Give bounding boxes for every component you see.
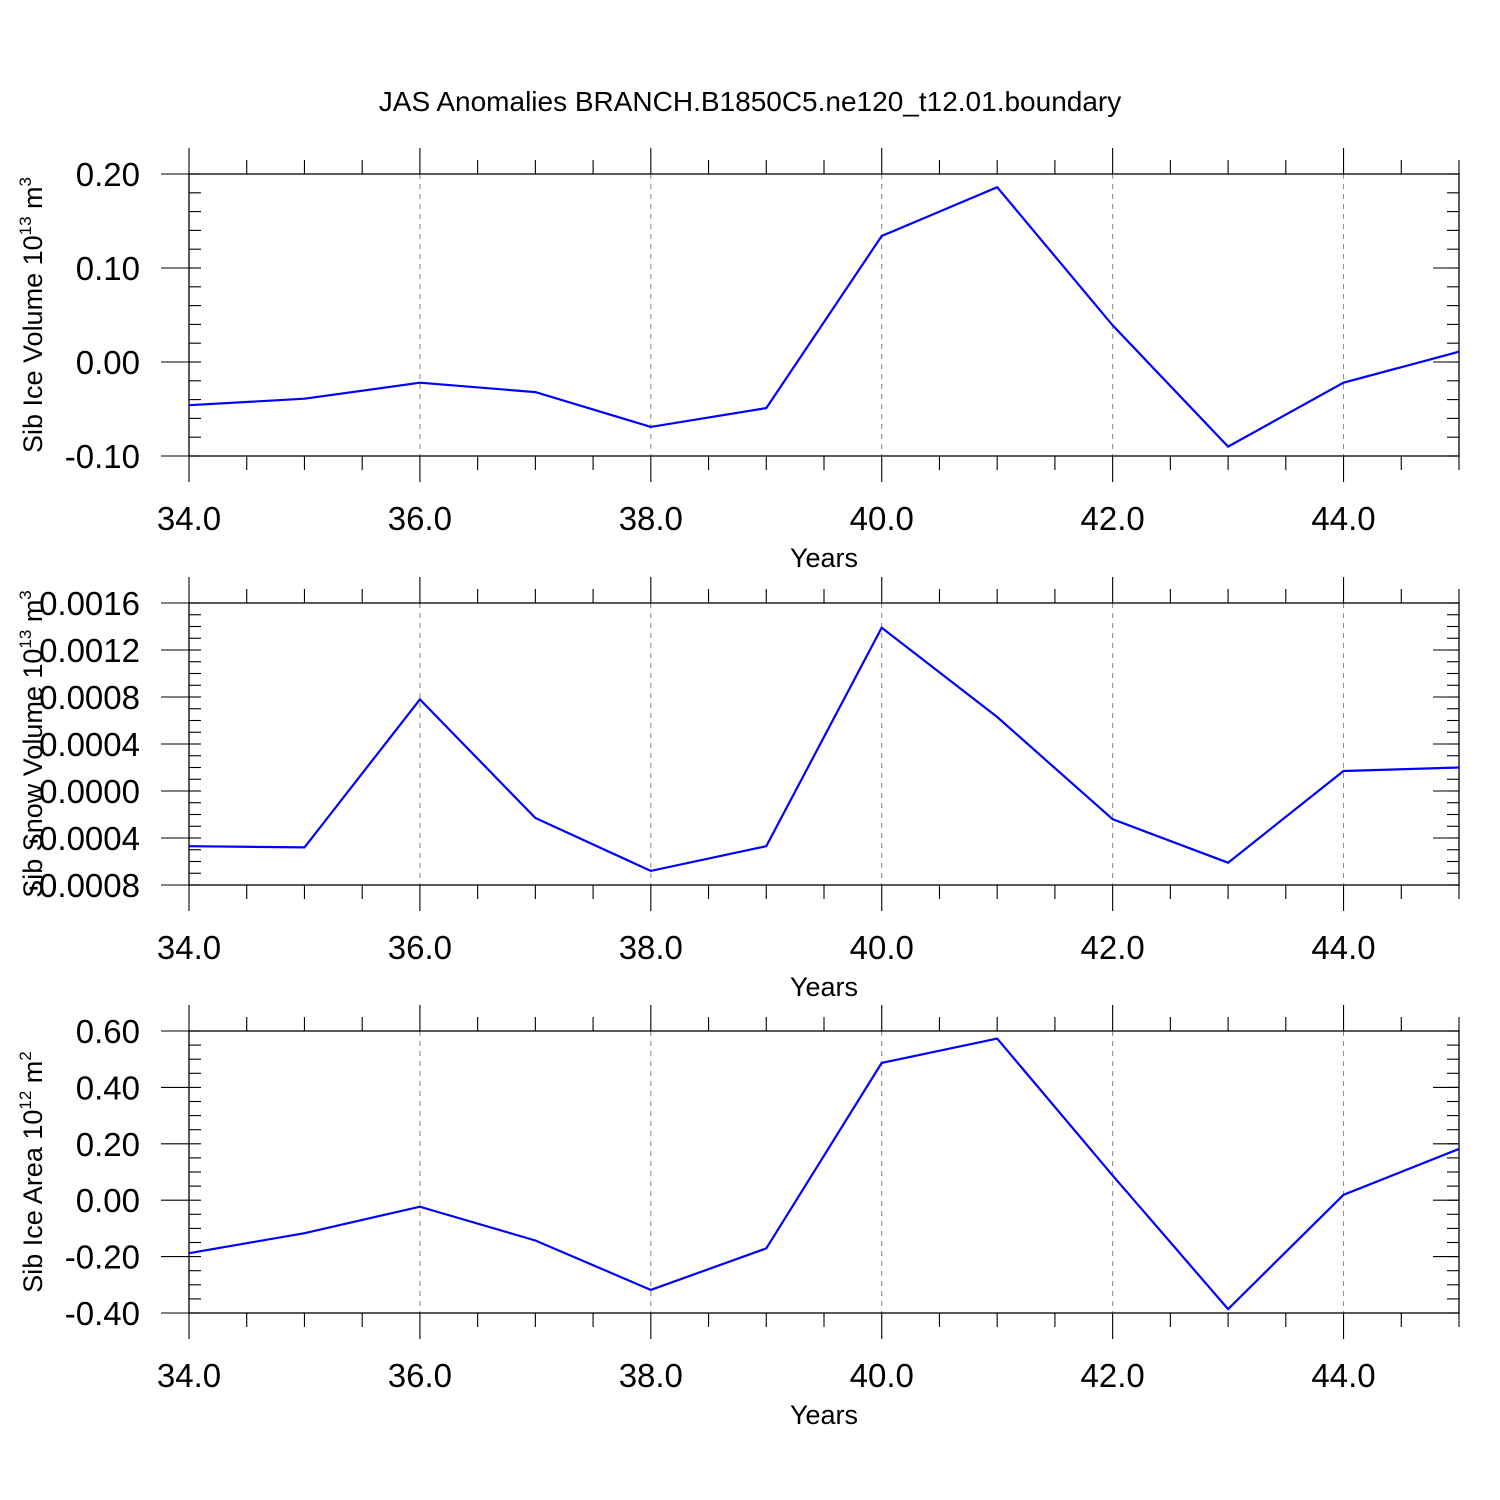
y-tick-label: -0.0004 <box>28 820 140 857</box>
x-tick-label: 42.0 <box>1081 1357 1145 1394</box>
y-tick-label: 0.20 <box>76 1126 140 1163</box>
y-tick-label: -0.10 <box>65 438 140 475</box>
x-tick-label: 34.0 <box>157 1357 221 1394</box>
x-tick-label: 34.0 <box>157 500 221 537</box>
series-line <box>189 626 1459 873</box>
y-axis-title: Sib Ice Area 1012 m2 <box>16 1051 48 1293</box>
y-tick-label: 0.20 <box>76 156 140 193</box>
x-axis-title: Years <box>790 1400 858 1430</box>
y-tick-label: 0.0004 <box>39 726 140 763</box>
x-tick-label: 42.0 <box>1081 500 1145 537</box>
x-axis-title: Years <box>790 543 858 573</box>
x-tick-label: 44.0 <box>1311 500 1375 537</box>
plot-frame <box>188 1030 1460 1314</box>
y-tick-label: 0.10 <box>76 250 140 287</box>
y-tick-label: 0.0012 <box>39 632 140 669</box>
series-line <box>189 1037 1459 1311</box>
x-tick-label: 38.0 <box>619 500 683 537</box>
y-tick-label: 0.40 <box>76 1069 140 1106</box>
y-tick-label: -0.0008 <box>28 867 140 904</box>
x-tick-label: 42.0 <box>1081 929 1145 966</box>
y-tick-label: 0.0000 <box>39 773 140 810</box>
plot-frame <box>188 173 1460 457</box>
x-tick-label: 44.0 <box>1311 929 1375 966</box>
x-axis-title: Years <box>790 972 858 1002</box>
y-tick-label: -0.20 <box>65 1239 140 1276</box>
x-tick-label: 44.0 <box>1311 1357 1375 1394</box>
y-tick-label: -0.40 <box>65 1295 140 1332</box>
y-axis-title: Sib Snow Volume 1013 m3 <box>16 590 48 898</box>
figure-title: JAS Anomalies BRANCH.B1850C5.ne120_t12.0… <box>379 86 1121 117</box>
x-tick-label: 38.0 <box>619 1357 683 1394</box>
panel-ice-volume: -0.10 0.00 0.10 0.20 34.0 36.0 38.0 40.0 42.0 44.… <box>16 148 1460 573</box>
y-tick-label: 0.00 <box>76 344 140 381</box>
panel-ice-area: -0.40 -0.20 0.00 0.20 0.40 0.60 34.0 36.0 38.0 40… <box>16 1005 1460 1430</box>
x-tick-label: 36.0 <box>388 500 452 537</box>
y-tick-label: 0.0008 <box>39 679 140 716</box>
x-tick-label: 34.0 <box>157 929 221 966</box>
y-tick-label: 0.0016 <box>39 585 140 622</box>
y-tick-label: 0.60 <box>76 1013 140 1050</box>
x-tick-label: 36.0 <box>388 1357 452 1394</box>
x-tick-label: 40.0 <box>850 929 914 966</box>
x-tick-label: 40.0 <box>850 500 914 537</box>
y-tick-label: 0.00 <box>76 1182 140 1219</box>
series-line <box>189 185 1459 448</box>
x-tick-label: 36.0 <box>388 929 452 966</box>
x-tick-label: 38.0 <box>619 929 683 966</box>
panel-snow-volume: -0.0008 -0.0004 0.0000 0.0004 0.0008 0.0012 0.… <box>16 577 1460 1002</box>
y-axis-title: Sib Ice Volume 1013 m3 <box>16 177 48 453</box>
plot-frame <box>188 602 1460 886</box>
x-tick-label: 40.0 <box>850 1357 914 1394</box>
